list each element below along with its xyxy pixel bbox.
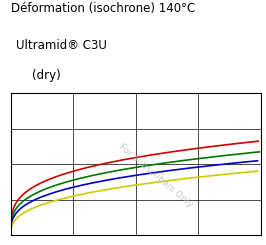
Text: For Subscribers Only: For Subscribers Only [117, 142, 194, 209]
Text: Déformation (isochrone) 140°C: Déformation (isochrone) 140°C [11, 2, 195, 15]
Text: (dry): (dry) [32, 69, 61, 82]
Text: Ultramid® C3U: Ultramid® C3U [16, 39, 107, 52]
